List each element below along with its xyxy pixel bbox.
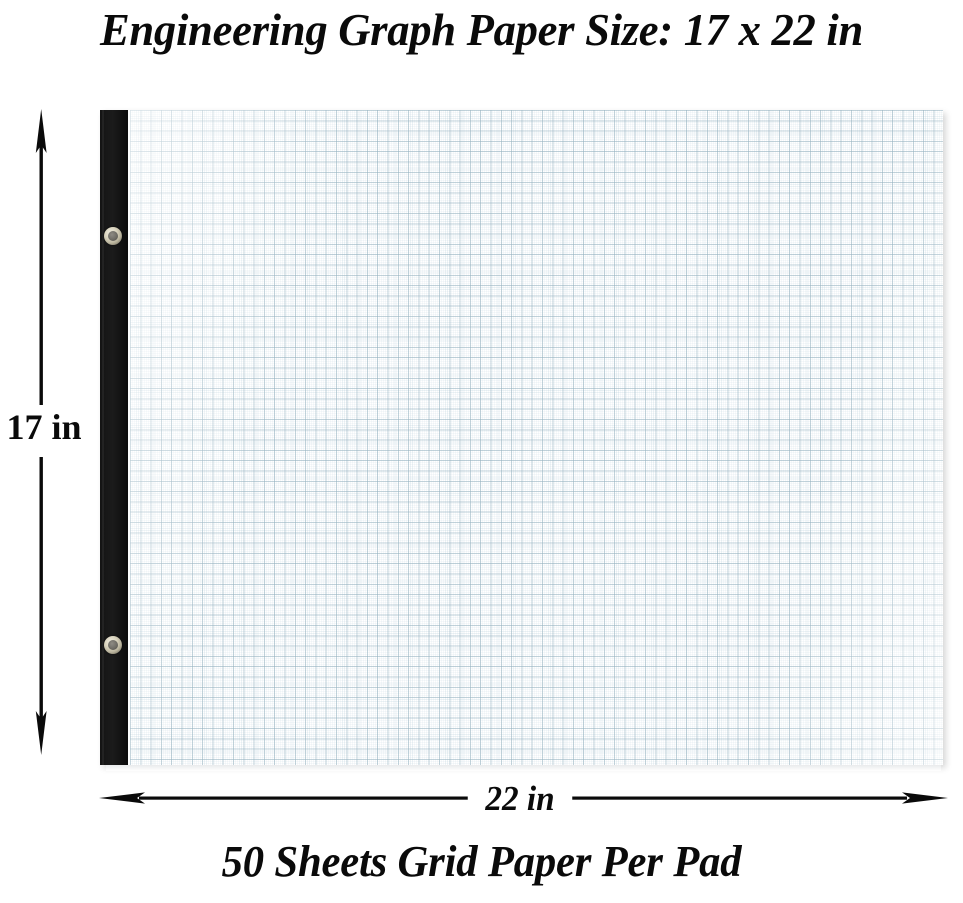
width-dimension-label: 22 in bbox=[467, 779, 573, 819]
width-dimension: 22 in bbox=[95, 775, 955, 825]
spine-highlight bbox=[102, 110, 104, 765]
height-dimension-label: 17 in bbox=[0, 405, 88, 451]
page-title: Engineering Graph Paper Size: 17 x 22 in bbox=[99, 4, 864, 55]
height-dimension-arrow-icon bbox=[35, 109, 47, 755]
hole-grommet-bottom bbox=[104, 636, 122, 654]
height-dimension: 17 in bbox=[0, 105, 90, 760]
grid-lines bbox=[130, 110, 943, 765]
pad-spine bbox=[100, 110, 128, 765]
pad-stack-edge bbox=[106, 765, 941, 771]
width-dimension-arrow-icon bbox=[99, 792, 948, 804]
footer-title: 50 Sheets Grid Paper Per Pad bbox=[221, 837, 742, 886]
graph-paper-pad bbox=[100, 110, 943, 771]
hole-grommet-top bbox=[104, 227, 122, 245]
